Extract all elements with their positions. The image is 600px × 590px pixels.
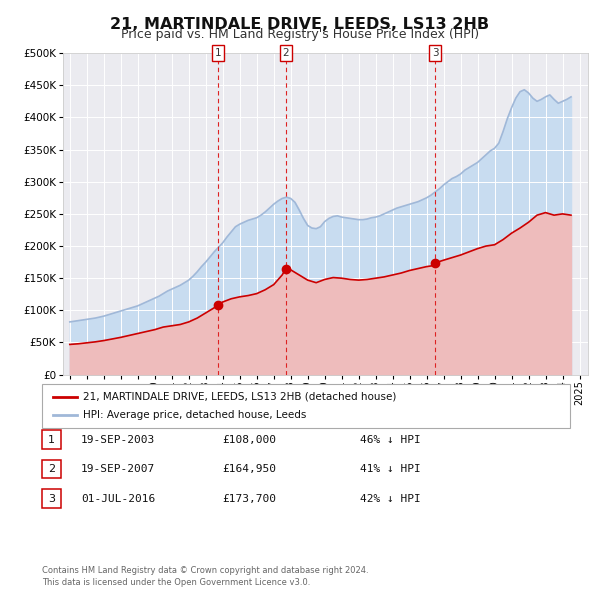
Text: £173,700: £173,700 xyxy=(222,494,276,503)
Text: Price paid vs. HM Land Registry's House Price Index (HPI): Price paid vs. HM Land Registry's House … xyxy=(121,28,479,41)
Text: £108,000: £108,000 xyxy=(222,435,276,444)
Text: 1: 1 xyxy=(48,435,55,444)
Text: 1: 1 xyxy=(215,48,221,58)
Text: 21, MARTINDALE DRIVE, LEEDS, LS13 2HB (detached house): 21, MARTINDALE DRIVE, LEEDS, LS13 2HB (d… xyxy=(83,392,396,402)
Text: 42% ↓ HPI: 42% ↓ HPI xyxy=(360,494,421,503)
Text: 2: 2 xyxy=(283,48,289,58)
Text: Contains HM Land Registry data © Crown copyright and database right 2024.
This d: Contains HM Land Registry data © Crown c… xyxy=(42,566,368,587)
Text: 41% ↓ HPI: 41% ↓ HPI xyxy=(360,464,421,474)
Text: 19-SEP-2007: 19-SEP-2007 xyxy=(81,464,155,474)
Text: 3: 3 xyxy=(48,494,55,503)
Text: £164,950: £164,950 xyxy=(222,464,276,474)
Text: 2: 2 xyxy=(48,464,55,474)
Text: 19-SEP-2003: 19-SEP-2003 xyxy=(81,435,155,444)
Text: 3: 3 xyxy=(432,48,439,58)
Text: 01-JUL-2016: 01-JUL-2016 xyxy=(81,494,155,503)
Text: 46% ↓ HPI: 46% ↓ HPI xyxy=(360,435,421,444)
Text: 21, MARTINDALE DRIVE, LEEDS, LS13 2HB: 21, MARTINDALE DRIVE, LEEDS, LS13 2HB xyxy=(110,17,490,31)
Text: HPI: Average price, detached house, Leeds: HPI: Average price, detached house, Leed… xyxy=(83,411,306,420)
